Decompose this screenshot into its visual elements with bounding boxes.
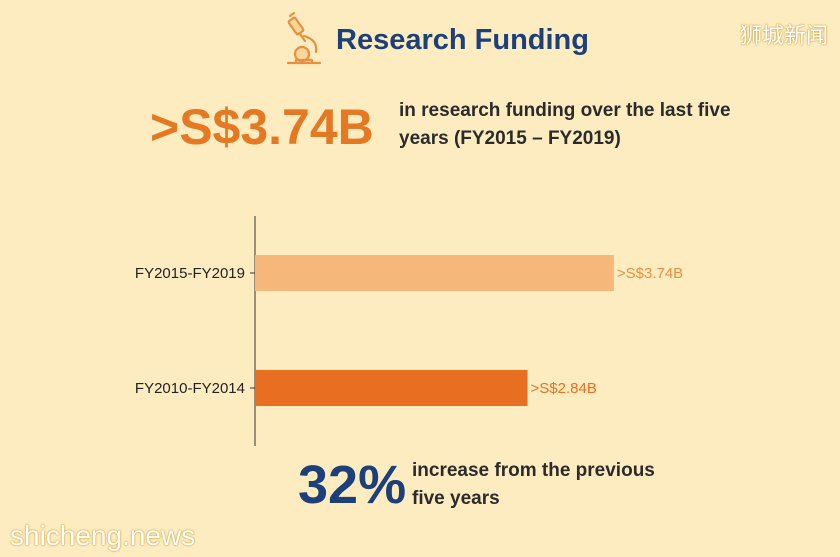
category-label: FY2015-FY2019 <box>135 265 245 282</box>
page-title: Research Funding <box>336 23 589 56</box>
bar <box>255 370 528 406</box>
increase-value: 32% <box>298 455 407 515</box>
bar <box>255 255 614 291</box>
watermark-top: 狮城新闻 <box>739 24 828 49</box>
data-label: >S$2.84B <box>531 380 597 397</box>
headline-description: in research funding over the last five y… <box>399 100 731 149</box>
microscope-icon <box>286 12 322 65</box>
watermark-bottom: shicheng.news <box>10 520 196 551</box>
category-label: FY2010-FY2014 <box>135 380 245 397</box>
header: Research Funding <box>282 12 589 68</box>
data-label: >S$3.74B <box>617 265 683 282</box>
increase-description: increase from the previous five years <box>412 460 655 509</box>
headline-value: >S$3.74B <box>150 99 374 155</box>
